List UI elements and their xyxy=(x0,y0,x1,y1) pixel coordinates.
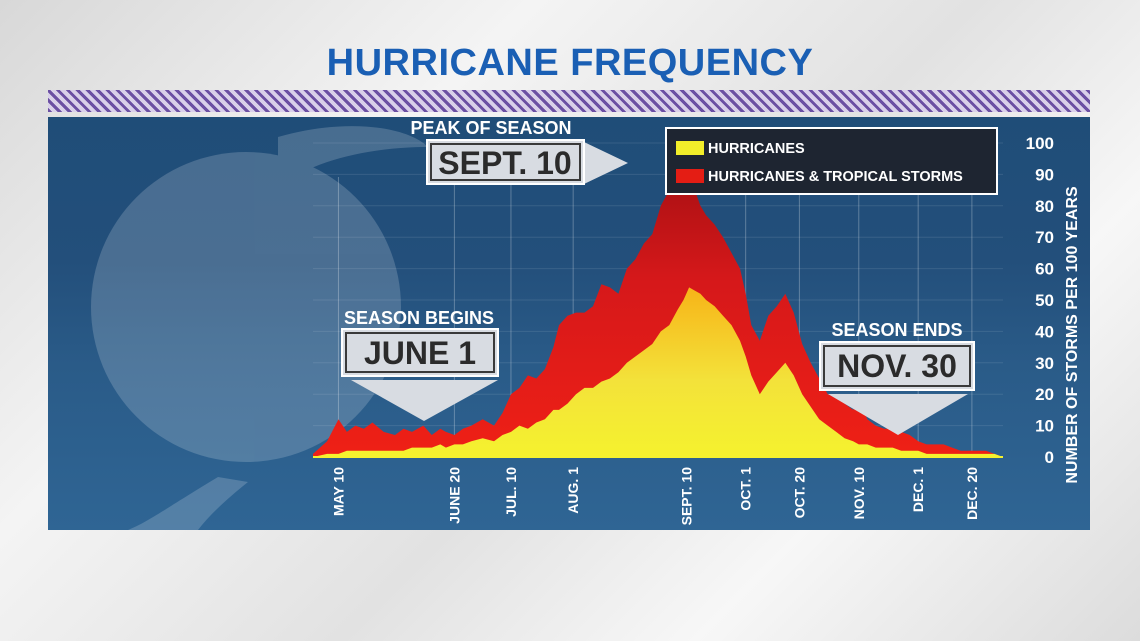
season-begins-arrow xyxy=(351,380,498,421)
season-begins-annotation: SEASON BEGINS JUNE 1 xyxy=(341,308,499,421)
season-ends-date-box xyxy=(819,341,975,391)
decorative-stripe xyxy=(48,90,1090,112)
x-tick-label: DEC. 20 xyxy=(964,467,980,520)
season-ends-arrow xyxy=(828,394,968,435)
series-area-hurricanes xyxy=(313,287,1003,457)
peak-annotation: PEAK OF SEASON SEPT. 10 xyxy=(410,118,628,185)
legend-swatch-hurricanes xyxy=(676,141,704,155)
x-tick-label: JUNE 20 xyxy=(446,467,462,524)
y-tick-label: 70 xyxy=(1035,228,1054,247)
peak-date-box xyxy=(426,139,585,185)
y-axis-label: NUMBER OF STORMS PER 100 YEARS xyxy=(1064,186,1081,484)
x-tick-label: JUL. 10 xyxy=(503,467,519,517)
season-ends-date: NOV. 30 xyxy=(837,348,957,384)
area-layer xyxy=(313,158,1003,458)
y-tick-label: 50 xyxy=(1035,291,1054,310)
y-tick-label: 0 xyxy=(1045,448,1054,467)
season-begins-date-box xyxy=(341,328,499,377)
season-ends-annotation: SEASON ENDS NOV. 30 xyxy=(819,320,975,435)
y-tick-label: 60 xyxy=(1035,260,1054,279)
x-tick-label: OCT. 1 xyxy=(738,467,754,511)
peak-caption: PEAK OF SEASON xyxy=(410,118,571,138)
y-tick-label: 40 xyxy=(1035,322,1054,341)
x-tick-label: SEPT. 10 xyxy=(678,467,694,526)
x-tick-labels: MAY 10 JUNE 20 JUL. 10 AUG. 1 SEPT. 10 OCT. 1… xyxy=(330,467,979,526)
y-tick-label: 100 xyxy=(1026,134,1054,153)
legend-label-tropical-storms: HURRICANES & TROPICAL STORMS xyxy=(708,169,963,185)
peak-arrow xyxy=(584,142,628,184)
y-tick-label: 10 xyxy=(1035,417,1054,436)
x-tick-label: DEC. 1 xyxy=(910,467,926,512)
y-tick-label: 90 xyxy=(1035,165,1054,184)
legend-swatch-tropical-storms xyxy=(676,169,704,183)
y-tick-label: 30 xyxy=(1035,354,1054,373)
x-tick-label: MAY 10 xyxy=(330,467,346,516)
season-begins-date: JUNE 1 xyxy=(364,335,476,371)
x-tick-label: AUG. 1 xyxy=(565,467,581,514)
y-tick-label: 20 xyxy=(1035,385,1054,404)
x-tick-label: NOV. 10 xyxy=(851,467,867,520)
legend: HURRICANES HURRICANES & TROPICAL STORMS xyxy=(665,127,998,195)
y-tick-labels: 0 10 20 30 40 50 60 70 80 90 100 xyxy=(1026,134,1054,467)
hurricane-logo-icon xyxy=(91,126,428,530)
x-tick-label: OCT. 20 xyxy=(791,467,807,519)
chart-title: HURRICANE FREQUENCY xyxy=(326,42,814,84)
chart-panel: MAY 10 JUNE 20 JUL. 10 AUG. 1 SEPT. 10 OCT. 1… xyxy=(48,117,1090,530)
series-area-tropical-storms xyxy=(313,158,1003,457)
peak-date: SEPT. 10 xyxy=(438,145,571,181)
legend-label-hurricanes: HURRICANES xyxy=(708,141,805,157)
season-begins-caption: SEASON BEGINS xyxy=(344,308,494,328)
hurricane-chart: MAY 10 JUNE 20 JUL. 10 AUG. 1 SEPT. 10 OCT. 1… xyxy=(91,118,1081,530)
y-tick-label: 80 xyxy=(1035,197,1054,216)
season-ends-caption: SEASON ENDS xyxy=(831,320,962,340)
